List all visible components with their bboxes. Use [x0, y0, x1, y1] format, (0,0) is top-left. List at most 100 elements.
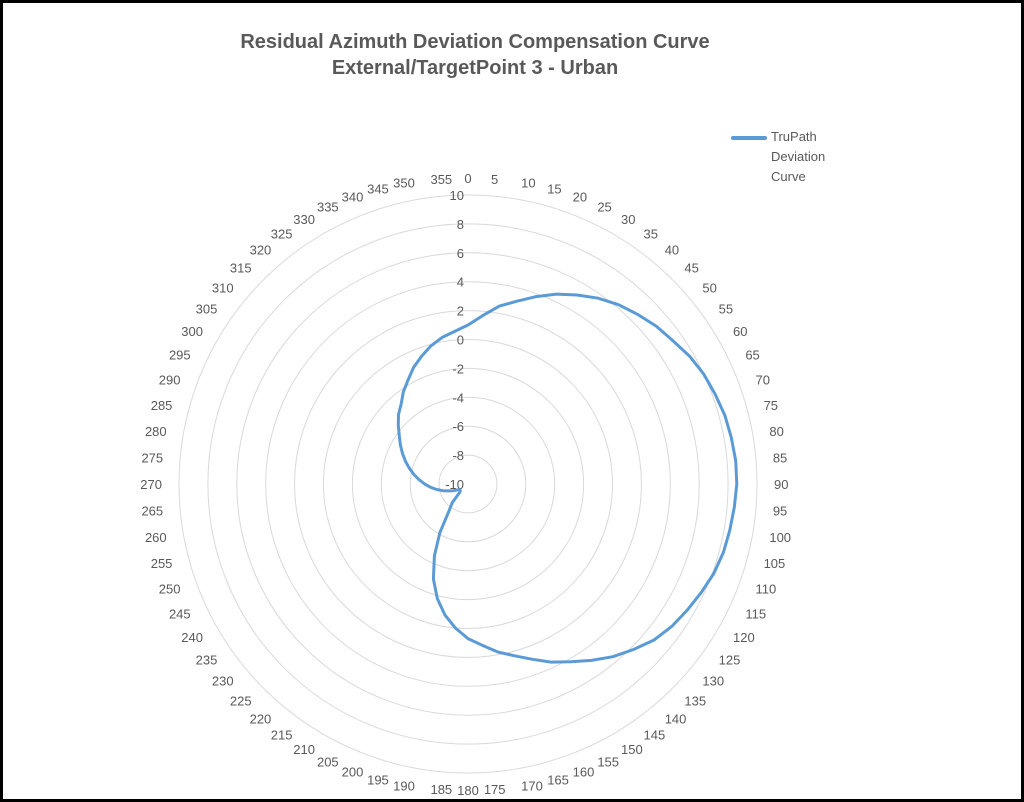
angle-label: 340 [342, 189, 364, 204]
angle-label: 165 [547, 773, 569, 788]
series-point [420, 355, 423, 358]
series-point [652, 638, 656, 642]
angle-label: 105 [764, 556, 786, 571]
series-point [397, 413, 400, 416]
angle-label: 10 [521, 176, 535, 191]
angle-label: 285 [151, 398, 173, 413]
angle-label: 215 [271, 728, 293, 743]
angle-label: 255 [151, 556, 173, 571]
angle-label: 240 [181, 630, 203, 645]
angle-label: 110 [756, 582, 777, 597]
series-point [412, 473, 416, 476]
angle-label: 155 [597, 754, 619, 769]
angle-label: 235 [196, 653, 218, 668]
angle-label: 90 [774, 477, 788, 492]
series-point [397, 424, 400, 427]
angle-label: 280 [145, 424, 167, 439]
grid-ring-2 [236, 252, 700, 716]
angle-label: 335 [317, 200, 339, 215]
angle-label: 290 [159, 372, 181, 387]
grid-ring-1 [207, 223, 729, 745]
angle-label: 35 [644, 226, 658, 241]
series-point [399, 403, 403, 406]
series-point [702, 372, 705, 376]
angle-label: 260 [145, 530, 167, 545]
radial-tick-label: 8 [457, 217, 464, 232]
legend-label: TruPath Deviation Curve [771, 129, 826, 184]
angle-label: 220 [250, 711, 272, 726]
series-point [443, 613, 447, 617]
angle-label: 25 [597, 200, 611, 215]
angle-label: 145 [644, 728, 666, 743]
angle-label: 310 [212, 280, 234, 295]
angle-label: 295 [169, 348, 191, 363]
angle-label: 195 [367, 773, 389, 788]
angle-label: 60 [733, 324, 747, 339]
angle-label: 325 [271, 226, 293, 241]
series-point [436, 597, 439, 600]
legend-swatch [731, 136, 767, 140]
series-point [452, 489, 455, 492]
angle-label: 200 [342, 765, 364, 780]
series-point [654, 324, 658, 328]
angle-label: 345 [367, 181, 389, 196]
angle-label: 170 [521, 778, 543, 793]
series-point [480, 644, 484, 647]
angle-label: 85 [773, 450, 787, 465]
series-point [458, 488, 461, 492]
series-point [596, 296, 600, 300]
series-point [454, 626, 457, 630]
series-point [447, 510, 451, 513]
angle-label: 135 [684, 693, 706, 708]
angle-label: 20 [573, 189, 587, 204]
angle-label: 175 [484, 782, 506, 797]
grid-ring-8 [409, 425, 527, 543]
series-point [417, 478, 421, 481]
angle-label: 320 [250, 243, 272, 258]
series-point [611, 655, 615, 658]
angle-label: 270 [140, 477, 162, 492]
angle-label: 45 [684, 261, 698, 276]
angle-label: 0 [464, 171, 471, 186]
angle-label: 250 [159, 582, 181, 597]
angle-label: 185 [430, 782, 452, 797]
series-point [404, 460, 407, 463]
series-point [466, 323, 470, 327]
radial-tick-label: -4 [452, 390, 464, 405]
series-point [733, 506, 736, 509]
angle-label: 190 [393, 778, 415, 793]
series-point [447, 489, 451, 493]
angle-label: 245 [169, 606, 191, 621]
series-point [728, 528, 732, 532]
series-point [617, 303, 620, 306]
radial-tick-label: -10 [445, 477, 464, 492]
angle-label: 130 [702, 674, 724, 689]
radial-tick-label: 6 [457, 246, 464, 261]
series-point [590, 659, 593, 662]
series-point [734, 459, 737, 462]
grid-ring-5 [323, 339, 613, 629]
series-point [401, 452, 404, 455]
series-point [435, 488, 438, 491]
angle-label: 300 [181, 324, 203, 339]
series-point [429, 486, 432, 489]
radial-tick-label: -2 [452, 361, 464, 376]
grid-ring-6 [351, 367, 585, 601]
series-point [555, 292, 558, 296]
angle-label: 275 [141, 450, 163, 465]
radial-tick-label: 0 [457, 333, 464, 348]
radial-tick-label: -8 [452, 448, 464, 463]
chart-title: Residual Azimuth Deviation Compensation … [3, 29, 947, 81]
series-point [730, 436, 733, 439]
angle-label: 265 [141, 504, 163, 519]
radial-tick-label: -6 [452, 419, 464, 434]
angle-label: 95 [773, 504, 787, 519]
series-point [549, 660, 553, 664]
radial-tick-label: 4 [457, 275, 464, 290]
angle-label: 70 [756, 372, 770, 387]
angle-label: 55 [719, 301, 733, 316]
angle-label: 140 [665, 711, 687, 726]
series-point [530, 657, 533, 661]
series-point [671, 339, 674, 342]
